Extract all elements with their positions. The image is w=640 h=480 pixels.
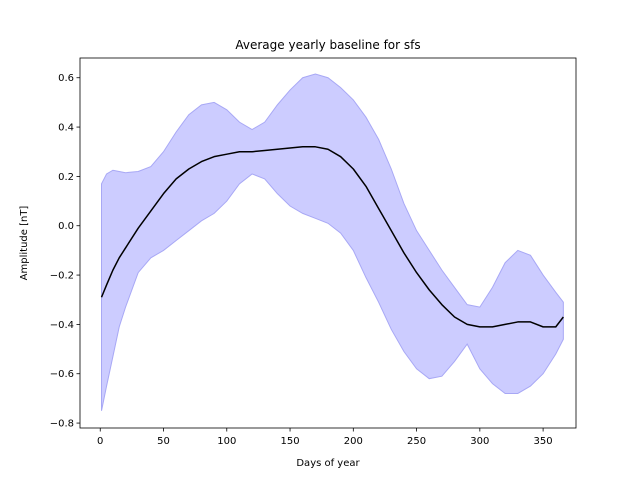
x-tick-label: 350 [534, 436, 553, 447]
y-tick-label: 0.6 [58, 73, 74, 84]
chart-title: Average yearly baseline for sfs [235, 38, 420, 52]
y-tick-label: 0.2 [58, 172, 74, 183]
y-tick-label: 0.4 [58, 123, 74, 134]
y-axis-ticks: −0.8 −0.6 −0.4 −0.2 0.0 0.2 0.4 0.6 [50, 73, 80, 430]
confidence-band [101, 73, 564, 411]
x-tick-label: 0 [97, 436, 103, 447]
y-tick-label: −0.4 [50, 320, 74, 331]
x-axis-label: Days of year [296, 458, 360, 469]
mean-baseline-line [100, 146, 564, 328]
x-tick-label: 300 [470, 436, 489, 447]
x-tick-label: 200 [344, 436, 363, 447]
y-axis-label: Amplitude [nT] [19, 206, 30, 281]
x-tick-label: 50 [157, 436, 170, 447]
plot-area [100, 73, 564, 411]
x-tick-label: 250 [407, 436, 426, 447]
y-tick-label: −0.2 [50, 271, 74, 282]
x-axis-ticks: 0 50 100 150 200 250 300 350 [97, 428, 553, 447]
y-tick-label: −0.8 [50, 419, 74, 430]
y-tick-label: 0.0 [58, 221, 74, 232]
y-tick-label: −0.6 [50, 369, 74, 380]
x-tick-label: 100 [217, 436, 236, 447]
x-tick-label: 150 [280, 436, 299, 447]
axes-frame [79, 57, 577, 429]
